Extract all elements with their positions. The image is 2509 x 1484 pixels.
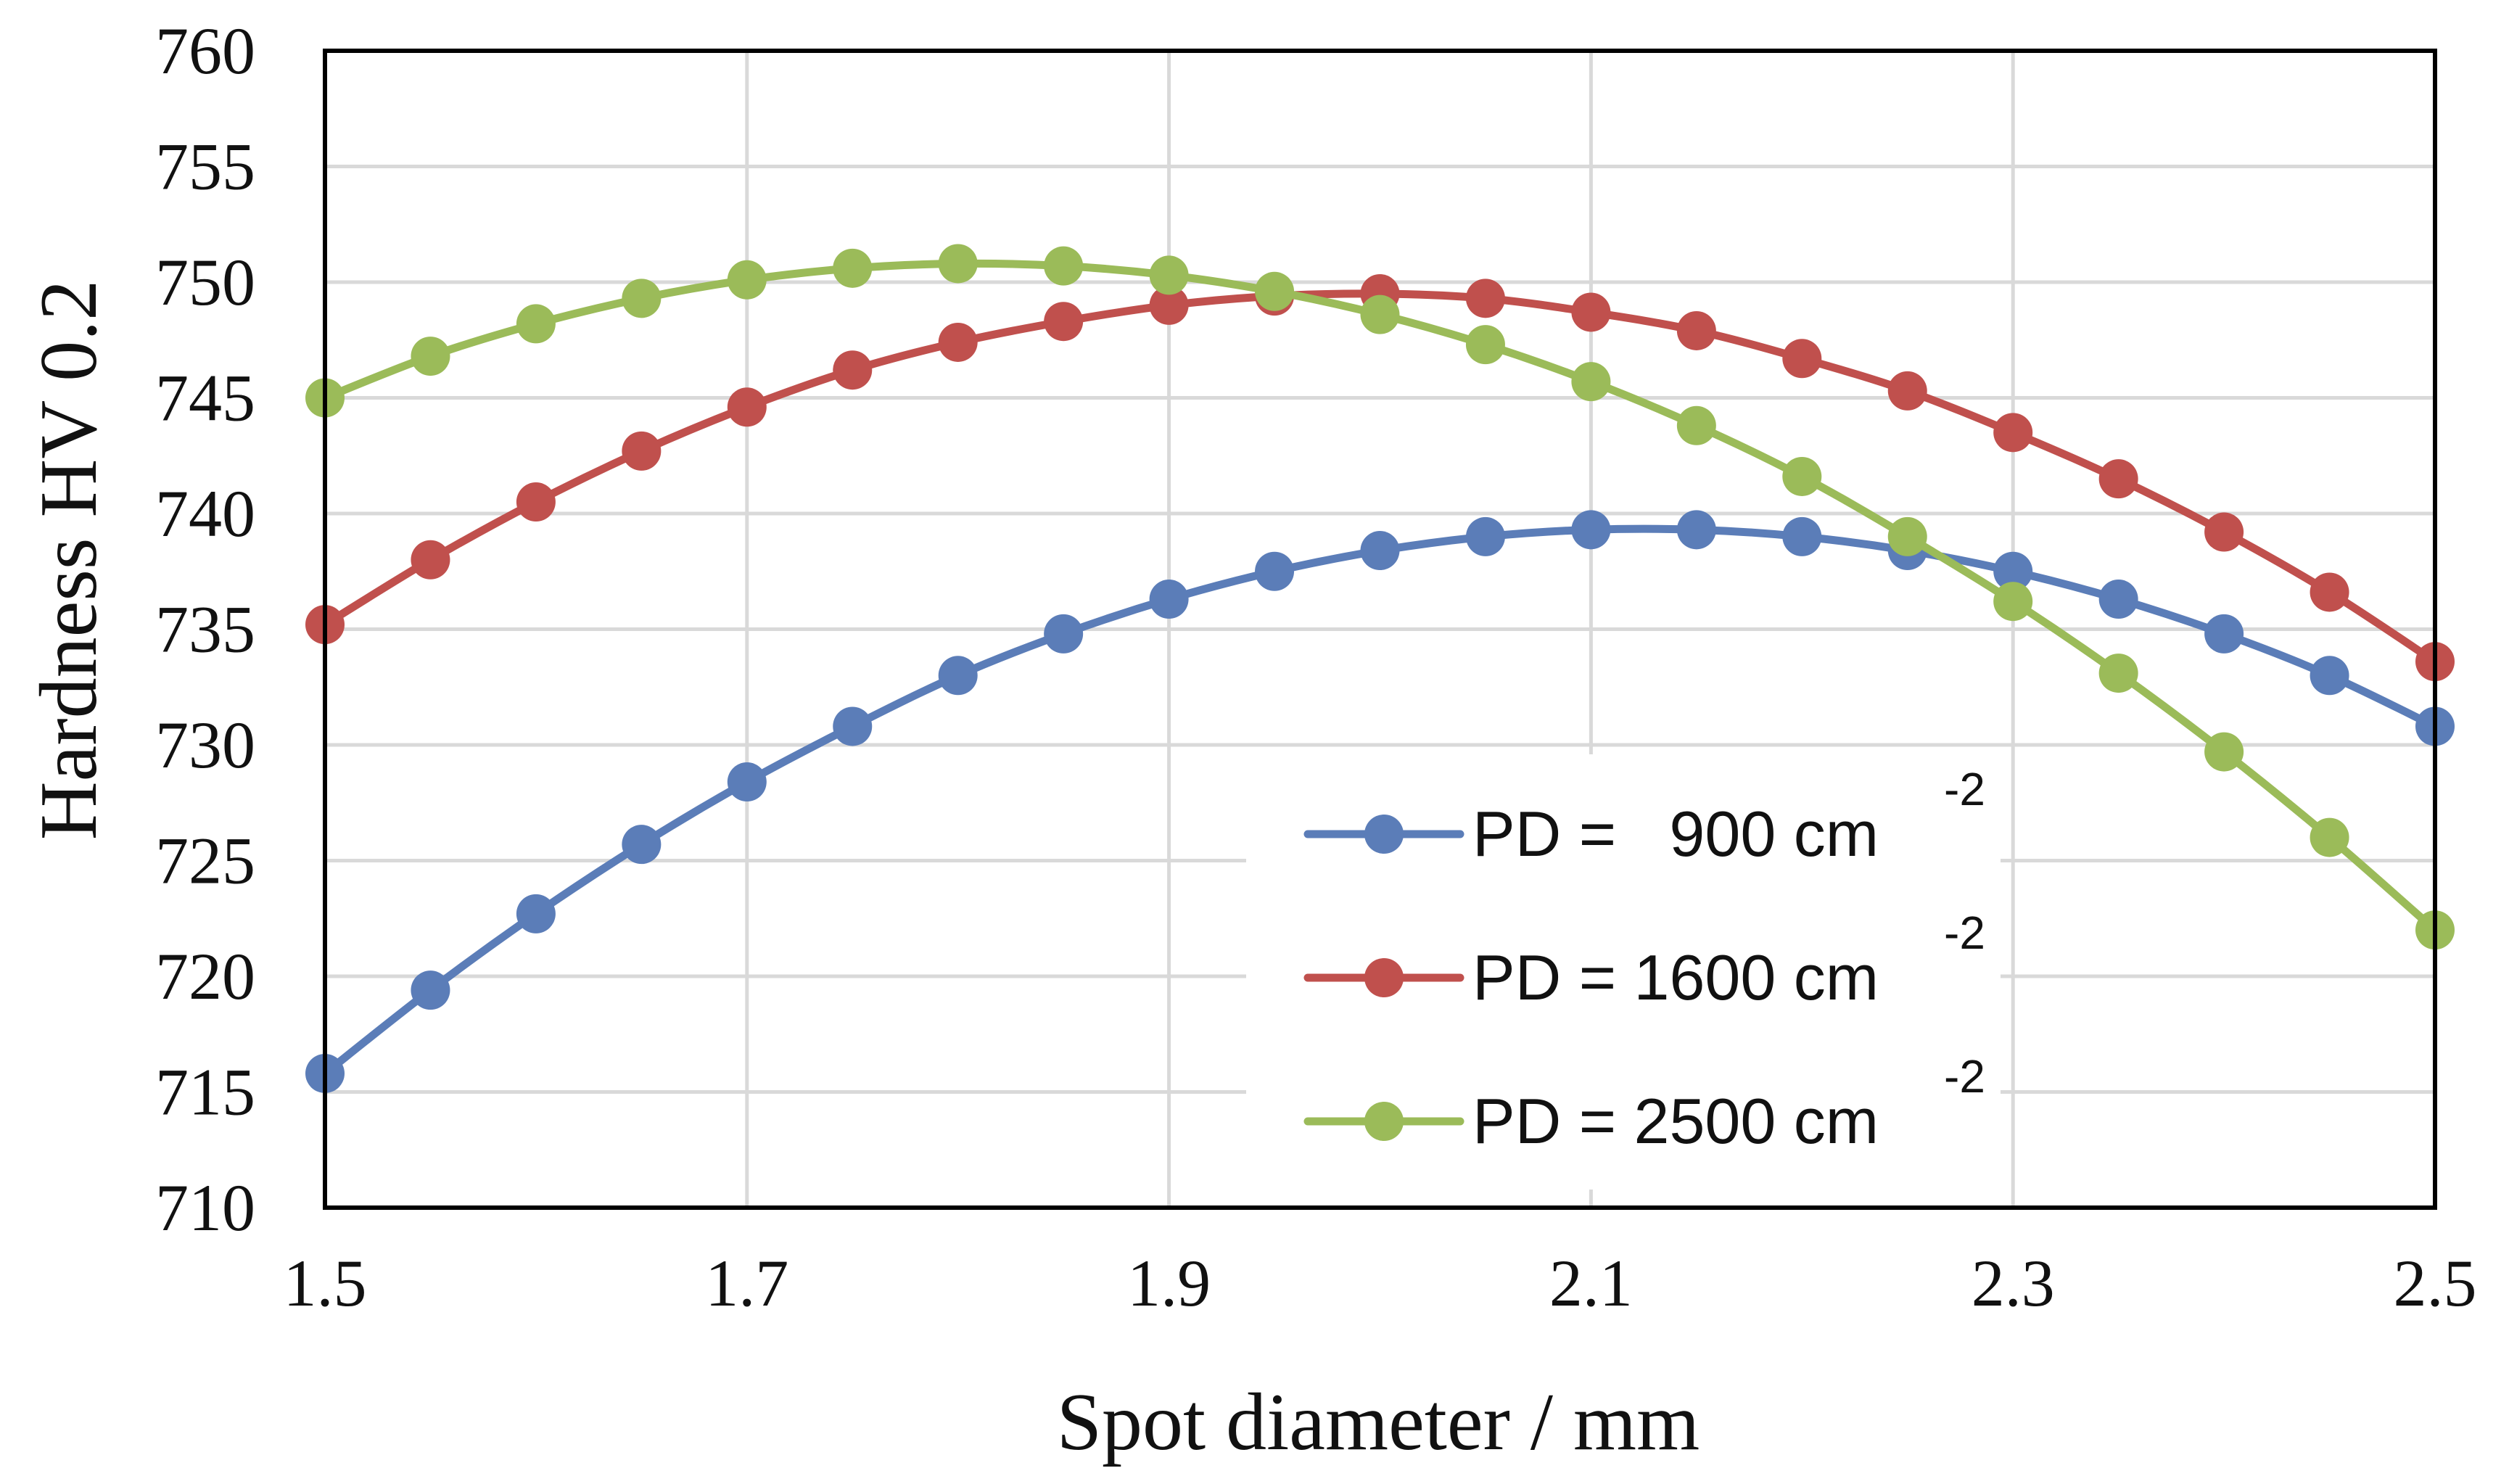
plot-frame	[323, 49, 2437, 1210]
series-1-point-14	[1782, 516, 1822, 556]
series-1-point-8	[1149, 580, 1189, 619]
series-3-point-14	[1782, 456, 1822, 496]
series-1-point-1	[411, 970, 450, 1010]
series-3-point-16	[1993, 582, 2033, 622]
x-tick-label-2: 1.9	[1127, 1246, 1211, 1320]
legend-item-3: PD = 2500 cm -2	[1303, 1050, 1985, 1157]
series-3-point-11	[1465, 325, 1505, 365]
series-1-point-3	[622, 825, 662, 865]
series-2-point-12	[1571, 292, 1611, 332]
legend-item-1: PD = 900 cm -2	[1303, 763, 1985, 870]
y-axis-title: Hardness HV 0.2	[24, 280, 114, 841]
legend-superscript-2: -2	[1944, 907, 1985, 959]
legend-marker-2	[1364, 958, 1404, 997]
series-2-point-19	[2310, 572, 2349, 612]
x-tick-label-5: 2.5	[2394, 1246, 2477, 1320]
series-2-point-1	[411, 540, 450, 580]
series-2-point-17	[2098, 459, 2138, 499]
y-tick-label-7: 745	[155, 361, 255, 435]
series-3-point-17	[2098, 654, 2138, 693]
y-tick-label-9: 755	[155, 130, 255, 204]
y-tick-label-4: 730	[155, 708, 255, 782]
series-1-point-6	[938, 656, 978, 696]
series-3-point-19	[2310, 817, 2349, 857]
series-3-point-18	[2204, 732, 2244, 772]
series-2-point-2	[516, 482, 556, 522]
y-tick-label-0: 710	[155, 1171, 255, 1245]
series-3-point-15	[1887, 516, 1927, 556]
legend-item-2: PD = 1600 cm -2	[1303, 907, 1985, 1013]
series-3-point-5	[833, 248, 873, 288]
legend-label-3: PD = 2500 cm	[1472, 1085, 1879, 1157]
series-2-point-18	[2204, 512, 2244, 552]
tick-labels: 710 715 720 725 730 735 740 745 750 755 760 1.5 1.7 1…	[155, 14, 2477, 1320]
x-tick-label-3: 2.1	[1549, 1246, 1633, 1320]
series-3-point-1	[411, 337, 450, 376]
y-tick-label-6: 740	[155, 477, 255, 551]
y-tick-label-1: 715	[155, 1055, 255, 1129]
series-2-point-15	[1887, 371, 1927, 411]
series-2-point-16	[1993, 413, 2033, 453]
x-tick-label-4: 2.3	[1972, 1246, 2055, 1320]
legend-superscript-3: -2	[1944, 1050, 1985, 1102]
plot-border	[323, 49, 2437, 1210]
series-2-point-11	[1465, 279, 1505, 318]
series-1-point-13	[1676, 510, 1716, 550]
series-1-point-11	[1465, 516, 1505, 556]
series-1-point-4	[727, 762, 767, 802]
series-3-point-12	[1571, 362, 1611, 402]
series-3-point-8	[1149, 255, 1189, 295]
series-2-point-4	[727, 387, 767, 427]
series-3-point-6	[938, 244, 978, 284]
series-1-point-17	[2098, 580, 2138, 619]
series-1-point-5	[833, 706, 873, 746]
y-tick-label-5: 735	[155, 593, 255, 667]
series-1-point-7	[1044, 614, 1084, 654]
series-3-point-10	[1360, 294, 1400, 334]
y-tick-label-8: 750	[155, 245, 255, 319]
series-1-point-10	[1360, 531, 1400, 571]
series-3	[305, 244, 2455, 950]
series-2	[305, 273, 2455, 682]
series-lines	[305, 244, 2455, 1093]
series-2-point-5	[833, 350, 873, 390]
series-3-point-4	[727, 260, 767, 300]
series-1-point-2	[516, 894, 556, 933]
legend-marker-3	[1364, 1102, 1404, 1141]
y-tick-label-2: 720	[155, 939, 255, 1013]
series-3-point-7	[1044, 246, 1084, 286]
series-2-point-13	[1676, 310, 1716, 350]
series-2-point-6	[938, 322, 978, 362]
x-tick-label-1: 1.7	[705, 1246, 788, 1320]
series-3-point-9	[1255, 271, 1295, 311]
series-3-point-13	[1676, 405, 1716, 445]
legend-label-1: PD = 900 cm	[1472, 798, 1879, 870]
series-1-point-12	[1571, 510, 1611, 550]
legend-marker-1	[1364, 815, 1404, 854]
x-tick-label-0: 1.5	[284, 1246, 367, 1320]
series-2-point-7	[1044, 302, 1084, 342]
y-tick-label-3: 725	[155, 824, 255, 898]
series-2-point-3	[622, 431, 662, 471]
series-3-point-2	[516, 304, 556, 344]
legend-superscript-1: -2	[1944, 763, 1985, 815]
series-3-point-3	[622, 279, 662, 318]
series-1-point-9	[1255, 551, 1295, 591]
series-2-point-8	[1149, 285, 1189, 325]
series-1-point-16	[1993, 551, 2033, 591]
legend-label-2: PD = 1600 cm	[1472, 941, 1879, 1013]
series-2-point-14	[1782, 339, 1822, 379]
x-axis-title: Spot diameter / mm	[1057, 1377, 1700, 1467]
y-tick-label-10: 760	[155, 14, 255, 88]
series-1-point-18	[2204, 614, 2244, 654]
series-1-point-19	[2310, 656, 2349, 696]
legend: PD = 900 cm -2 PD = 1600 cm -2 PD = 2500 cm -…	[1303, 763, 1985, 1157]
